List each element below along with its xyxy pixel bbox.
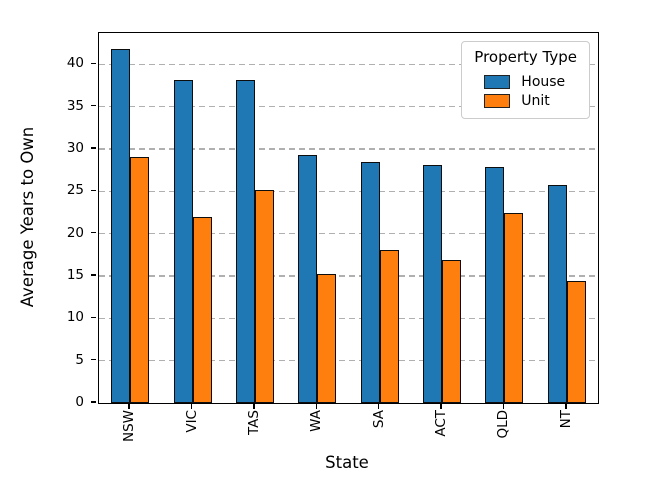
x-tick-label-wa: WA xyxy=(308,410,325,432)
x-tick-label-act: ACT xyxy=(433,410,450,437)
gridline-35 xyxy=(99,106,598,108)
y-axis-label: Average Years to Own xyxy=(18,126,37,308)
y-tick-mark-35 xyxy=(91,104,96,107)
gridline-5 xyxy=(99,360,598,362)
y-tick-label-35: 35 xyxy=(66,97,84,114)
plot-area: Property Type House Unit xyxy=(98,32,599,404)
bar-house-vic xyxy=(173,79,193,403)
x-tick-mark-nt xyxy=(565,403,567,409)
y-tick-mark-20 xyxy=(91,231,96,234)
legend-item-unit-label: Unit xyxy=(521,93,550,109)
gridline-20 xyxy=(99,233,598,235)
x-tick-mark-wa xyxy=(315,403,318,409)
x-tick-label-qld: QLD xyxy=(495,410,512,439)
bar-unit-vic xyxy=(192,216,212,403)
bar-house-sa xyxy=(360,161,380,403)
x-tick-label-tas: TAS xyxy=(245,410,262,436)
bar-house-wa xyxy=(298,154,318,403)
x-tick-mark-act xyxy=(440,403,442,409)
y-tick-label-5: 5 xyxy=(75,351,84,368)
y-tick-label-10: 10 xyxy=(66,309,84,326)
bar-house-act xyxy=(423,165,443,403)
legend-item-unit: Unit xyxy=(474,90,577,109)
y-tick-mark-30 xyxy=(91,147,96,149)
x-tick-label-sa: SA xyxy=(370,410,387,429)
y-tick-label-30: 30 xyxy=(66,139,84,156)
legend: Property Type House Unit xyxy=(461,41,590,119)
x-tick-mark-qld xyxy=(502,403,505,409)
bar-unit-nt xyxy=(566,281,586,403)
bar-house-qld xyxy=(485,166,505,403)
gridline-40 xyxy=(99,63,598,65)
gridline-25 xyxy=(99,190,598,192)
bar-unit-qld xyxy=(504,213,524,403)
y-tick-mark-25 xyxy=(91,189,96,192)
y-tick-label-40: 40 xyxy=(66,55,84,72)
gridline-15 xyxy=(99,275,598,277)
y-tick-label-25: 25 xyxy=(66,182,84,199)
x-tick-mark-vic xyxy=(190,403,193,409)
y-tick-label-15: 15 xyxy=(66,266,84,283)
legend-item-house-label: House xyxy=(521,74,566,90)
unit-swatch-icon xyxy=(484,94,511,108)
x-tick-mark-tas xyxy=(253,403,255,409)
x-axis-label: State xyxy=(325,453,369,472)
bar-house-nsw xyxy=(111,49,131,403)
bar-unit-sa xyxy=(379,249,399,403)
x-tick-label-nsw: NSW xyxy=(121,410,138,443)
y-tick-mark-15 xyxy=(91,274,96,276)
y-tick-mark-5 xyxy=(91,358,96,361)
x-tick-label-nt: NT xyxy=(557,410,574,429)
bar-unit-act xyxy=(442,259,462,403)
bar-house-tas xyxy=(235,80,255,403)
legend-item-house: House xyxy=(474,71,577,90)
bar-unit-tas xyxy=(254,190,274,403)
x-tick-label-vic: VIC xyxy=(183,410,200,433)
legend-title: Property Type xyxy=(474,48,577,66)
bar-unit-nsw xyxy=(130,157,150,403)
bar-house-nt xyxy=(547,184,567,403)
gridline-30 xyxy=(99,148,598,150)
y-tick-mark-10 xyxy=(91,316,96,319)
y-tick-mark-0 xyxy=(91,401,96,403)
x-tick-mark-nsw xyxy=(128,403,130,409)
y-tick-label-0: 0 xyxy=(75,394,84,410)
gridline-10 xyxy=(99,317,598,319)
bar-unit-wa xyxy=(317,274,337,403)
x-tick-mark-sa xyxy=(377,403,380,409)
y-tick-mark-40 xyxy=(91,62,96,65)
y-tick-label-20: 20 xyxy=(66,224,84,241)
house-swatch-icon xyxy=(484,75,511,89)
